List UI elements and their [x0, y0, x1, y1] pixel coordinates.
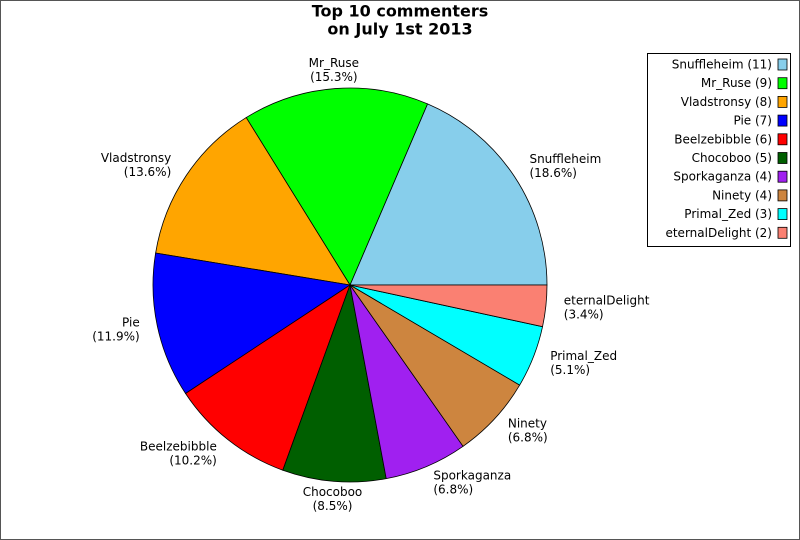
legend-box: [647, 53, 791, 247]
slice-value-label: (5.1%): [550, 363, 590, 377]
slice-label: Mr_Ruse: [309, 56, 359, 70]
slice-value-label: (3.4%): [564, 307, 604, 321]
legend-swatch: [777, 133, 788, 146]
chart-title: on July 1st 2013: [327, 20, 472, 39]
legend-label: Beelzebibble (6): [674, 132, 772, 146]
pie-slice: [185, 284, 351, 471]
legend-swatch: [777, 226, 788, 239]
pie-slice: [349, 284, 548, 328]
legend-swatch: [777, 189, 788, 202]
legend-label: eternalDelight (2): [665, 226, 772, 240]
slice-value-label: (6.8%): [508, 430, 548, 444]
legend-swatch: [777, 208, 788, 221]
slice-label: Chocoboo: [303, 485, 363, 499]
pie-slice: [349, 103, 548, 286]
pie-slice: [282, 283, 387, 483]
legend-swatch: [777, 58, 788, 71]
legend-label: Sporkaganza (4): [673, 170, 772, 184]
legend-label: Pie (7): [733, 114, 772, 128]
legend-label: Ninety (4): [712, 188, 772, 202]
pie-slice: [155, 117, 351, 286]
legend-label: Primal_Zed (3): [684, 207, 772, 221]
slice-value-label: (11.9%): [92, 329, 139, 343]
legend-label: Vladstronsy (8): [681, 95, 772, 109]
slice-value-label: (10.2%): [169, 453, 216, 467]
legend-label: Chocoboo (5): [692, 151, 772, 165]
slice-label: Beelzebibble: [140, 439, 217, 453]
slice-value-label: (13.6%): [124, 165, 171, 179]
legend-swatch: [777, 170, 788, 183]
chart-title: Top 10 commenters: [312, 2, 489, 21]
legend-swatch: [777, 77, 788, 90]
pie-slice: [245, 87, 429, 286]
slice-label: Snuffleheim: [529, 152, 601, 166]
slice-label: Ninety: [508, 416, 547, 430]
slice-label: Sporkaganza: [433, 469, 511, 483]
slice-label: Primal_Zed: [550, 349, 617, 363]
slice-value-label: (18.6%): [529, 166, 576, 180]
pie-slice: [152, 252, 352, 395]
slice-value-label: (15.3%): [310, 70, 357, 84]
legend-label: Snuffleheim (11): [672, 58, 772, 72]
slice-label: Vladstronsy: [101, 151, 171, 165]
legend-swatch: [777, 114, 788, 127]
legend-swatch: [777, 96, 788, 108]
legend-label: Mr_Ruse (9): [701, 76, 772, 90]
slice-value-label: (6.8%): [433, 483, 473, 497]
legend-swatch: [777, 152, 788, 164]
slice-value-label: (8.5%): [313, 499, 353, 513]
slice-label: eternalDelight: [564, 293, 650, 307]
slice-label: Pie: [122, 315, 140, 329]
